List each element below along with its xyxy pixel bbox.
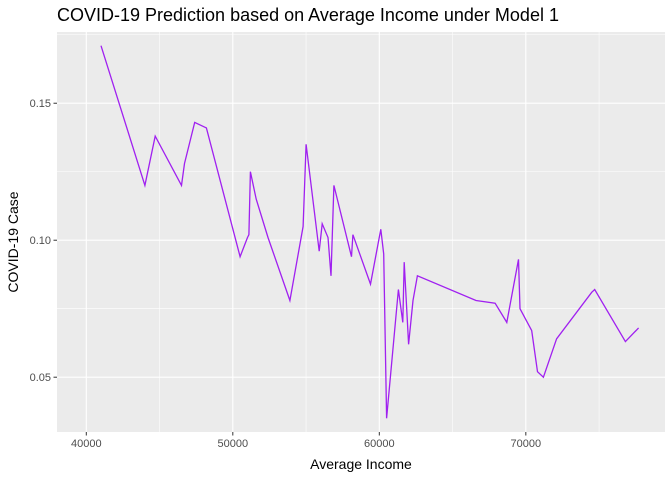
chart-title: COVID-19 Prediction based on Average Inc…: [57, 5, 559, 25]
x-axis-title: Average Income: [310, 456, 412, 472]
y-axis: 0.05 0.10 0.15: [30, 98, 57, 384]
y-tick-label: 0.15: [30, 98, 51, 110]
grid-minor: [57, 32, 665, 432]
y-axis-title: COVID-19 Case: [5, 191, 21, 292]
y-tick-label: 0.05: [30, 372, 51, 384]
x-tick-label: 60000: [364, 438, 395, 450]
x-axis: 40000 50000 60000 70000: [71, 432, 541, 450]
plot-panel: [57, 32, 665, 432]
x-tick-label: 40000: [71, 438, 102, 450]
grid-major: [57, 32, 665, 432]
y-tick-label: 0.10: [30, 235, 51, 247]
x-tick-label: 50000: [218, 438, 249, 450]
x-tick-label: 70000: [511, 438, 542, 450]
series-line: [100, 45, 640, 419]
